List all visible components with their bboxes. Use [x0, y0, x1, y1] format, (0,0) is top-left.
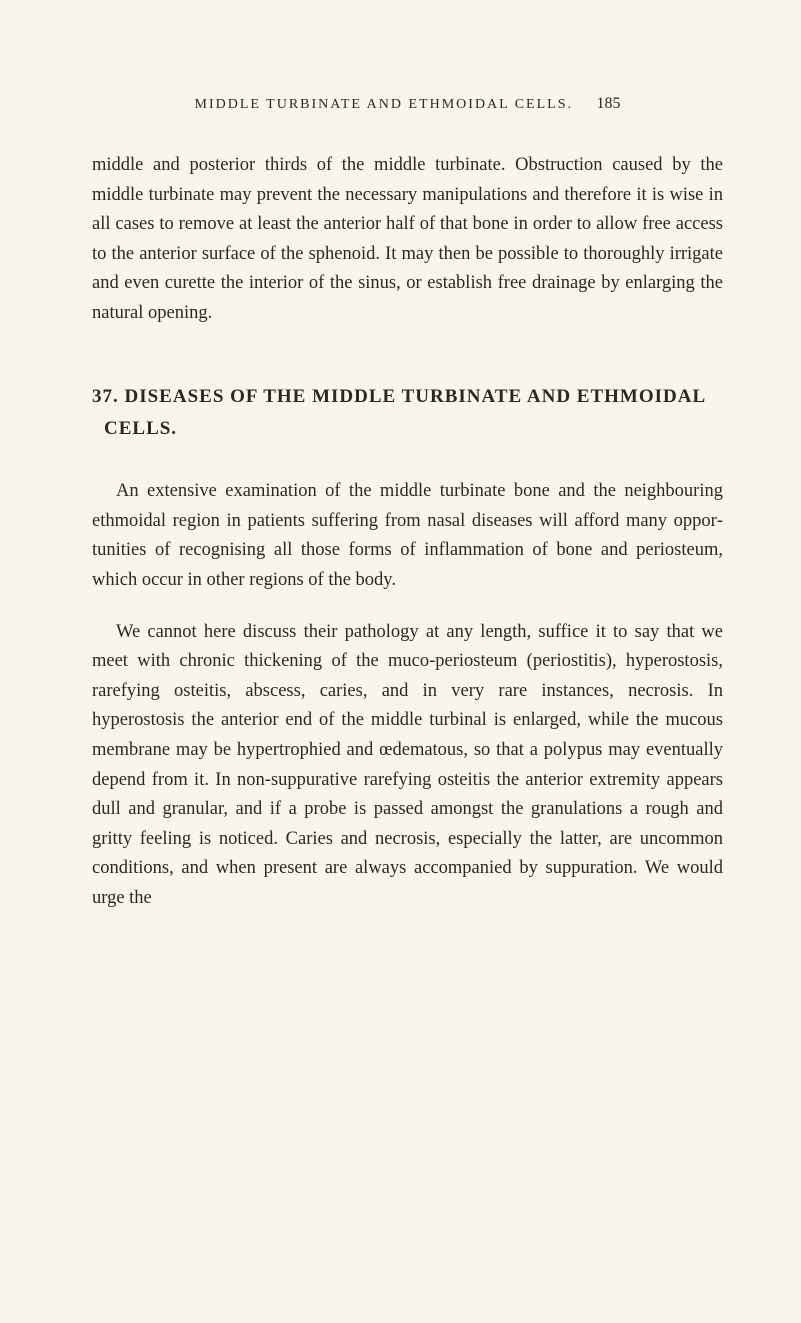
page-number: 185	[596, 95, 620, 112]
running-header: MIDDLE TURBINATE AND ETHMOIDAL CELLS. 18…	[92, 95, 723, 113]
section-heading: 37. DISEASES OF THE MIDDLE TUR­BINATE AN…	[92, 381, 723, 446]
running-title: MIDDLE TURBINATE AND ETHMOIDAL CELLS.	[195, 97, 573, 112]
paragraph-3: We cannot here discuss their pathology a…	[92, 618, 723, 914]
paragraph-1: middle and posterior thirds of the middl…	[92, 151, 723, 329]
page-content: MIDDLE TURBINATE AND ETHMOIDAL CELLS. 18…	[0, 0, 801, 995]
paragraph-2: An extensive examination of the middle t…	[92, 477, 723, 595]
